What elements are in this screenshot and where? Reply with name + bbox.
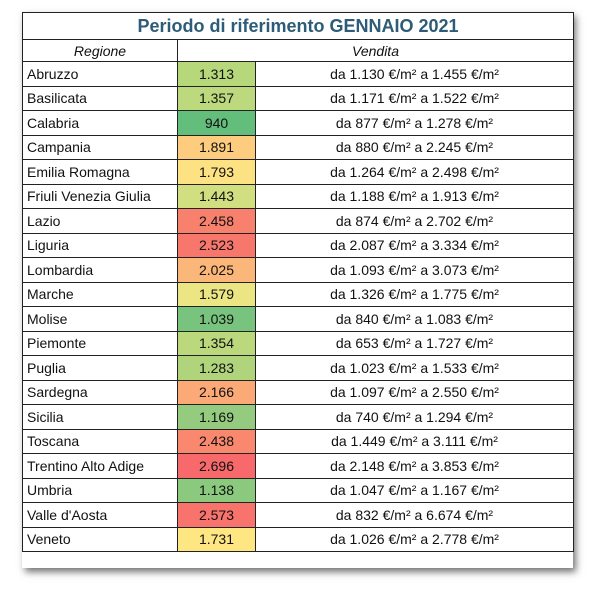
price-cell: 940 — [177, 110, 256, 136]
price-cell: 2.696 — [177, 453, 256, 479]
price-range-cell: da 653 €/m² a 1.727 €/m² — [255, 330, 574, 356]
region-cell: Marche — [22, 281, 178, 307]
price-cell: 1.169 — [177, 404, 256, 430]
region-cell: Basilicata — [22, 85, 178, 111]
table-row: Calabria 940 da 877 €/m² a 1.278 €/m² — [22, 110, 574, 136]
price-cell: 1.579 — [177, 281, 256, 307]
price-cell: 2.438 — [177, 428, 256, 454]
table-row: Lombardia 2.025 da 1.093 €/m² a 3.073 €/m² — [22, 257, 574, 283]
price-range-cell: da 1.047 €/m² a 1.167 €/m² — [255, 477, 574, 503]
region-cell: Molise — [22, 306, 178, 332]
price-range-cell: da 877 €/m² a 1.278 €/m² — [255, 110, 574, 136]
region-cell: Sicilia — [22, 404, 178, 430]
price-table-card: Periodo di riferimento GENNAIO 2021 Regi… — [22, 12, 574, 568]
table-row: Piemonte 1.354 da 653 €/m² a 1.727 €/m² — [22, 330, 574, 356]
price-range-cell: da 1.188 €/m² a 1.913 €/m² — [255, 183, 574, 209]
price-range-cell: da 874 €/m² a 2.702 €/m² — [255, 208, 574, 234]
price-cell: 1.443 — [177, 183, 256, 209]
price-cell: 1.138 — [177, 477, 256, 503]
table-row: Umbria 1.138 da 1.047 €/m² a 1.167 €/m² — [22, 477, 574, 503]
price-range-cell: da 740 €/m² a 1.294 €/m² — [255, 404, 574, 430]
region-cell: Trentino Alto Adige — [22, 453, 178, 479]
price-cell: 1.313 — [177, 61, 256, 87]
region-cell: Piemonte — [22, 330, 178, 356]
sale-header: Vendita — [177, 39, 574, 62]
region-cell: Sardegna — [22, 379, 178, 405]
price-range-cell: da 2.087 €/m² a 3.334 €/m² — [255, 232, 574, 258]
price-cell: 2.166 — [177, 379, 256, 405]
region-cell: Puglia — [22, 355, 178, 381]
region-cell: Lombardia — [22, 257, 178, 283]
price-range-cell: da 840 €/m² a 1.083 €/m² — [255, 306, 574, 332]
price-range-cell: da 1.093 €/m² a 3.073 €/m² — [255, 257, 574, 283]
region-cell: Emilia Romagna — [22, 159, 178, 185]
table-row: Basilicata 1.357 da 1.171 €/m² a 1.522 €/m… — [22, 85, 574, 111]
table-row: Abruzzo 1.313 da 1.130 €/m² a 1.455 €/m² — [22, 61, 574, 87]
price-cell: 1.283 — [177, 355, 256, 381]
table-row: Friuli Venezia Giulia 1.443 da 1.188 €/m² … — [22, 183, 574, 209]
price-range-cell: da 1.171 €/m² a 1.522 €/m² — [255, 85, 574, 111]
table-row: Sicilia 1.169 da 740 €/m² a 1.294 €/m² — [22, 404, 574, 430]
table-row: Lazio 2.458 da 874 €/m² a 2.702 €/m² — [22, 208, 574, 234]
region-cell: Liguria — [22, 232, 178, 258]
price-cell: 1.891 — [177, 134, 256, 160]
title-row: Periodo di riferimento GENNAIO 2021 — [22, 12, 574, 40]
price-range-cell: da 1.326 €/m² a 1.775 €/m² — [255, 281, 574, 307]
price-cell: 2.025 — [177, 257, 256, 283]
price-cell: 1.731 — [177, 526, 256, 552]
region-cell: Calabria — [22, 110, 178, 136]
price-range-cell: da 2.148 €/m² a 3.853 €/m² — [255, 453, 574, 479]
region-cell: Veneto — [22, 526, 178, 552]
table-row: Marche 1.579 da 1.326 €/m² a 1.775 €/m² — [22, 281, 574, 307]
table-row: Molise 1.039 da 840 €/m² a 1.083 €/m² — [22, 306, 574, 332]
table-row: Emilia Romagna 1.793 da 1.264 €/m² a 2.498… — [22, 159, 574, 185]
region-cell: Lazio — [22, 208, 178, 234]
region-cell: Campania — [22, 134, 178, 160]
region-header: Regione — [22, 39, 178, 62]
price-cell: 2.458 — [177, 208, 256, 234]
table-row: Veneto 1.731 da 1.026 €/m² a 2.778 €/m² — [22, 526, 574, 552]
price-cell: 1.793 — [177, 159, 256, 185]
table-row: Campania 1.891 da 880 €/m² a 2.245 €/m² — [22, 134, 574, 160]
table-row: Toscana 2.438 da 1.449 €/m² a 3.111 €/m² — [22, 428, 574, 454]
table-row: Puglia 1.283 da 1.023 €/m² a 1.533 €/m² — [22, 355, 574, 381]
region-cell: Valle d'Aosta — [22, 502, 178, 528]
price-range-cell: da 1.097 €/m² a 2.550 €/m² — [255, 379, 574, 405]
price-range-cell: da 1.449 €/m² a 3.111 €/m² — [255, 428, 574, 454]
region-cell: Friuli Venezia Giulia — [22, 183, 178, 209]
price-cell: 2.573 — [177, 502, 256, 528]
price-range-cell: da 1.023 €/m² a 1.533 €/m² — [255, 355, 574, 381]
price-range-cell: da 880 €/m² a 2.245 €/m² — [255, 134, 574, 160]
region-cell: Umbria — [22, 477, 178, 503]
price-cell: 1.039 — [177, 306, 256, 332]
table-title: Periodo di riferimento GENNAIO 2021 — [22, 12, 574, 40]
region-cell: Toscana — [22, 428, 178, 454]
table-row: Valle d'Aosta 2.573 da 832 €/m² a 6.674 €/… — [22, 502, 574, 528]
header-row: Regione Vendita — [22, 39, 574, 62]
price-cell: 1.357 — [177, 85, 256, 111]
price-range-cell: da 1.026 €/m² a 2.778 €/m² — [255, 526, 574, 552]
price-cell: 2.523 — [177, 232, 256, 258]
price-range-cell: da 1.264 €/m² a 2.498 €/m² — [255, 159, 574, 185]
price-range-cell: da 832 €/m² a 6.674 €/m² — [255, 502, 574, 528]
price-range-cell: da 1.130 €/m² a 1.455 €/m² — [255, 61, 574, 87]
table-row: Trentino Alto Adige 2.696 da 2.148 €/m² a … — [22, 453, 574, 479]
table-body: Abruzzo 1.313 da 1.130 €/m² a 1.455 €/m² Ba… — [22, 61, 574, 552]
table-row: Liguria 2.523 da 2.087 €/m² a 3.334 €/m² — [22, 232, 574, 258]
price-cell: 1.354 — [177, 330, 256, 356]
price-table: Periodo di riferimento GENNAIO 2021 Regi… — [22, 12, 574, 552]
table-row: Sardegna 2.166 da 1.097 €/m² a 2.550 €/m² — [22, 379, 574, 405]
region-cell: Abruzzo — [22, 61, 178, 87]
